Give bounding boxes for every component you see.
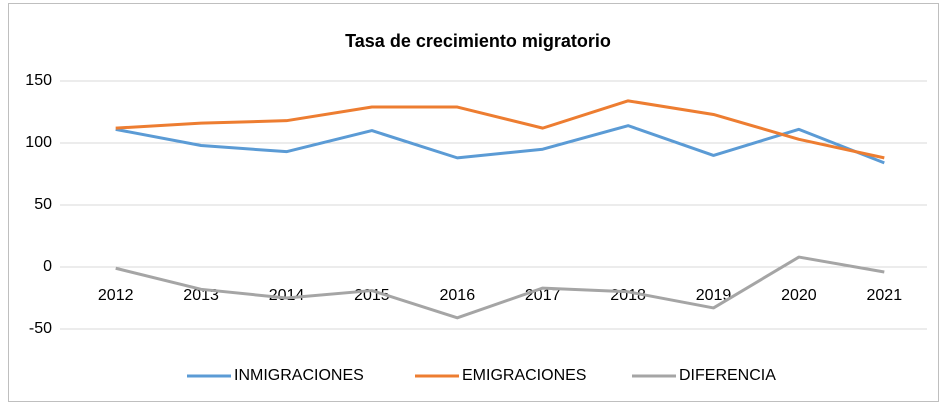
x-tick-label: 2012 <box>98 287 134 304</box>
x-tick-label: 2014 <box>269 287 305 304</box>
y-tick-label: 150 <box>25 72 52 89</box>
legend-label: INMIGRACIONES <box>234 367 364 384</box>
x-tick-label: 2016 <box>440 287 476 304</box>
chart-border <box>8 3 939 402</box>
series-line <box>115 124 885 165</box>
y-tick-label: 100 <box>25 134 52 151</box>
series-line <box>115 255 885 320</box>
series-line <box>115 99 885 160</box>
y-tick-label: 0 <box>43 258 52 275</box>
y-tick-label: -50 <box>29 320 52 337</box>
y-tick-label: 50 <box>34 196 52 213</box>
legend-label: EMIGRACIONES <box>462 367 586 384</box>
legend-label: DIFERENCIA <box>679 367 776 384</box>
x-tick-label: 2020 <box>781 287 817 304</box>
x-tick-label: 2021 <box>867 287 903 304</box>
x-tick-label: 2019 <box>696 287 732 304</box>
chart-title: Tasa de crecimiento migratorio <box>345 31 611 51</box>
